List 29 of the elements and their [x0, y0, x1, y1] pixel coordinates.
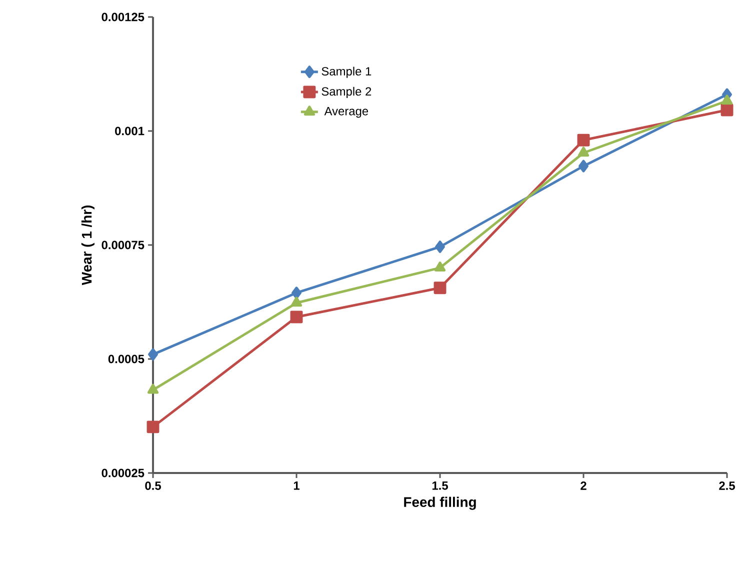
legend-label: Sample 1 — [322, 66, 372, 78]
point — [434, 282, 446, 294]
x-tick-label: 2 — [580, 481, 586, 490]
y-axis-title: Wear ( 1 /hr) — [81, 206, 94, 286]
point — [148, 348, 158, 361]
point — [292, 286, 302, 300]
point — [147, 384, 159, 394]
point — [720, 104, 734, 116]
y-tick-label: 0.001 — [115, 126, 144, 136]
point — [578, 160, 588, 172]
point — [290, 296, 302, 307]
point — [578, 146, 590, 157]
point — [577, 134, 590, 146]
x-tick-label: 1.5 — [432, 481, 448, 490]
x-tick-label: 2.5 — [719, 481, 735, 490]
y-tick-label: 0.0005 — [108, 354, 144, 364]
legend-label: Average — [324, 107, 368, 118]
y-tick-label: 0.00075 — [102, 240, 144, 250]
point — [434, 262, 446, 272]
y-tick-label: 0.00125 — [102, 12, 144, 22]
legend-label: Sample 2 — [322, 86, 372, 98]
y-tick-label: 0.00025 — [102, 468, 144, 478]
x-tick-label: 1 — [294, 481, 300, 490]
x-axis-title: Feed filling — [404, 496, 476, 510]
point — [721, 94, 733, 105]
x-tick-label: 0.5 — [145, 481, 161, 490]
point — [290, 310, 303, 324]
point — [435, 240, 445, 254]
point — [146, 420, 160, 434]
